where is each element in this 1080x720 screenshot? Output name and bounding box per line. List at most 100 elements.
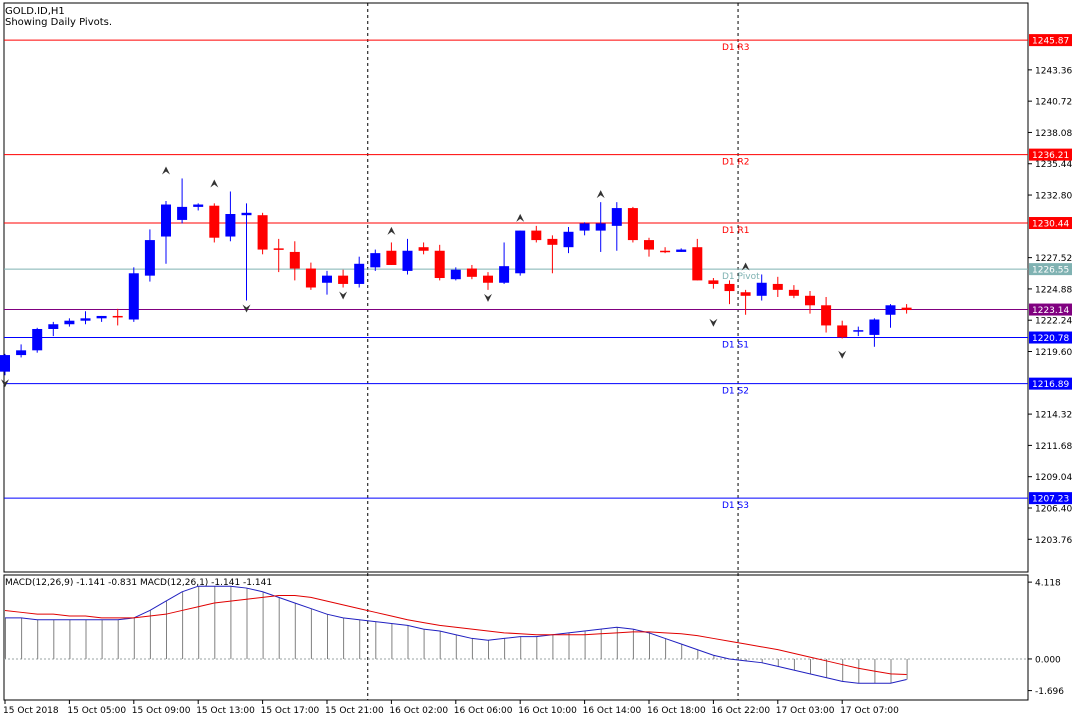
time-tick-label-12: 17 Oct 03:00 bbox=[776, 706, 835, 716]
candle-body-15 bbox=[241, 212, 252, 216]
pivot-label-6: D1 S3 bbox=[722, 501, 749, 511]
candle-body-47 bbox=[756, 282, 767, 296]
candle-body-32 bbox=[515, 230, 526, 274]
fractal-up-arrow-5 bbox=[741, 262, 750, 271]
current-price-label: 1223.14 bbox=[1032, 306, 1069, 316]
pivot-label-5: D1 S2 bbox=[722, 387, 749, 397]
candle-body-22 bbox=[354, 263, 365, 284]
pivot-label-1: D1 R2 bbox=[722, 158, 750, 168]
fractal-up-arrow-1 bbox=[210, 179, 219, 188]
time-tick-label-5: 15 Oct 21:00 bbox=[325, 706, 384, 716]
pivot-price-label-2: 1230.44 bbox=[1032, 220, 1069, 230]
price-tick-label-3: 1235.44 bbox=[1035, 160, 1072, 170]
time-tick-label-2: 15 Oct 09:00 bbox=[132, 706, 191, 716]
candle-body-54 bbox=[869, 319, 880, 335]
candle-body-4 bbox=[64, 320, 75, 325]
fractal-up-arrow-4 bbox=[596, 190, 605, 199]
time-tick-label-11: 16 Oct 22:00 bbox=[711, 706, 770, 716]
candle-body-33 bbox=[531, 230, 542, 241]
candle-body-39 bbox=[627, 208, 638, 241]
fractal-down-arrow-2 bbox=[339, 291, 348, 300]
candle-body-42 bbox=[676, 249, 687, 252]
candle-body-56 bbox=[901, 307, 912, 311]
candle-body-36 bbox=[579, 223, 590, 231]
time-axis: 15 Oct 2018 15 Oct 05:00 15 Oct 09:00 15 Oc… bbox=[3, 700, 899, 716]
candle-body-19 bbox=[305, 268, 316, 288]
candle-body-44 bbox=[708, 280, 719, 284]
fractal-down-arrow-1 bbox=[242, 304, 251, 313]
candle-body-45 bbox=[724, 283, 735, 292]
macd-tick-label-0: 4.118 bbox=[1035, 579, 1061, 589]
time-tick-label-9: 16 Oct 14:00 bbox=[583, 706, 642, 716]
price-tick-label-6: 1224.88 bbox=[1035, 285, 1072, 295]
candle-body-27 bbox=[434, 250, 445, 279]
pivot-price-box-6 bbox=[1029, 492, 1072, 505]
price-tick-label-0: 1243.36 bbox=[1035, 66, 1072, 76]
price-tick-label-12: 1206.40 bbox=[1035, 504, 1072, 514]
fractal-down-arrow-5 bbox=[838, 350, 847, 359]
pivot-price-label-3: 1226.55 bbox=[1032, 266, 1069, 276]
time-tick-label-4: 15 Oct 17:00 bbox=[261, 706, 320, 716]
candle-body-26 bbox=[418, 247, 429, 251]
candle-body-9 bbox=[144, 240, 155, 276]
candle-body-30 bbox=[483, 275, 493, 283]
price-tick-label-10: 1211.68 bbox=[1035, 442, 1072, 452]
candle-body-24 bbox=[386, 250, 397, 265]
candle-body-10 bbox=[161, 204, 171, 237]
macd-line bbox=[5, 585, 907, 684]
candle-body-23 bbox=[370, 253, 381, 268]
pivot-price-box-5 bbox=[1029, 377, 1072, 390]
time-tick-label-6: 16 Oct 02:00 bbox=[389, 706, 448, 716]
time-tick-label-13: 17 Oct 07:00 bbox=[840, 706, 899, 716]
pivot-label-2: D1 R1 bbox=[722, 226, 750, 236]
pivot-price-label-5: 1216.89 bbox=[1032, 380, 1069, 390]
macd-panel: 4.118 0.000 -1.696 bbox=[3, 574, 1064, 701]
price-tick-label-11: 1209.04 bbox=[1035, 473, 1072, 483]
macd-tick-label-2: -1.696 bbox=[1035, 687, 1064, 697]
candle-body-28 bbox=[450, 269, 461, 280]
pivot-price-box-2 bbox=[1029, 217, 1072, 230]
candle-body-41 bbox=[660, 250, 671, 253]
candle-body-18 bbox=[289, 251, 300, 269]
candle-body-29 bbox=[466, 268, 477, 277]
candle-body-25 bbox=[402, 250, 413, 271]
candle-body-40 bbox=[644, 240, 654, 250]
candle-body-0 bbox=[0, 355, 10, 372]
pivot-price-label-6: 1207.23 bbox=[1032, 495, 1069, 505]
pivots-subtitle: Showing Daily Pivots. bbox=[5, 17, 112, 28]
fractal-up-arrow-3 bbox=[516, 213, 525, 222]
candle-body-13 bbox=[209, 205, 220, 238]
pivot-price-box-4 bbox=[1029, 331, 1072, 344]
candle-body-3 bbox=[48, 324, 59, 329]
candle-body-51 bbox=[821, 305, 832, 326]
candle-body-50 bbox=[805, 295, 815, 306]
candle-body-5 bbox=[80, 318, 91, 321]
time-tick-label-8: 16 Oct 10:00 bbox=[518, 706, 577, 716]
price-tick-label-8: 1219.60 bbox=[1035, 348, 1072, 358]
price-tick-label-9: 1214.32 bbox=[1035, 411, 1072, 421]
price-tick-label-7: 1222.24 bbox=[1035, 317, 1072, 327]
price-tick-label-13: 1203.76 bbox=[1035, 536, 1072, 546]
candle-body-2 bbox=[32, 328, 43, 351]
candle-body-11 bbox=[177, 206, 188, 220]
candle-body-20 bbox=[322, 275, 332, 283]
time-tick-label-7: 16 Oct 06:00 bbox=[454, 706, 513, 716]
time-tick-label-3: 15 Oct 13:00 bbox=[196, 706, 255, 716]
candle-body-6 bbox=[96, 315, 107, 319]
candle-body-7 bbox=[112, 315, 123, 318]
price-panel: 1243.36 1240.72 1238.08 1235.44 1232.80 1227.… bbox=[0, 2, 1072, 700]
candle-body-43 bbox=[692, 247, 703, 281]
macd-signal-line bbox=[4, 595, 907, 675]
time-tick-label-10: 16 Oct 18:00 bbox=[647, 706, 706, 716]
current-price-box bbox=[1029, 303, 1072, 316]
fractal-down-arrow-3 bbox=[484, 293, 492, 302]
candle-body-55 bbox=[885, 305, 896, 315]
candle-body-35 bbox=[563, 231, 574, 248]
time-tick-label-1: 15 Oct 05:00 bbox=[67, 706, 126, 716]
candle-body-14 bbox=[225, 214, 236, 237]
candle-body-12 bbox=[193, 204, 204, 207]
candle-body-1 bbox=[16, 350, 27, 356]
price-panel-frame bbox=[3, 2, 1029, 573]
time-tick-label-0: 15 Oct 2018 bbox=[3, 706, 59, 716]
